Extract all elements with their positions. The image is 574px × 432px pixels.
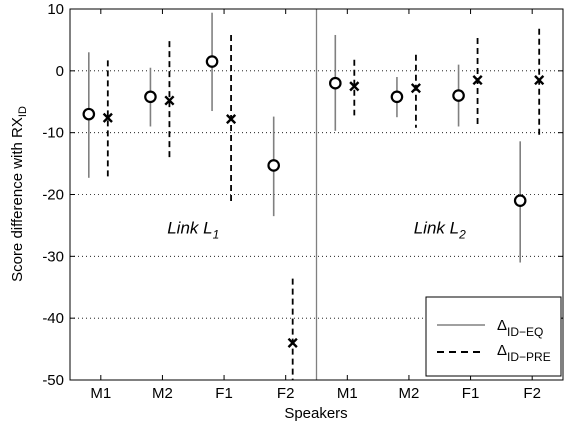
legend-pre-sub: ID−PRE (507, 350, 551, 364)
panel-label-2-sub: 2 (458, 227, 466, 241)
marker-x-pre (102, 112, 113, 123)
marker-x-pre (534, 75, 545, 86)
marker-x-pre (472, 75, 483, 86)
marker-circle-eq (329, 76, 342, 90)
marker-circle-eq (452, 89, 465, 102)
panel-label-1-main: Link L (167, 218, 212, 237)
x-axis-label: Speakers (284, 405, 347, 422)
marker-circle-eq (267, 159, 280, 172)
panel-labels: Link L1 Link L2 (167, 218, 466, 241)
x-tick-label: M1 (90, 385, 111, 402)
plot-frame (69, 8, 564, 381)
marker-circle-eq (82, 107, 96, 121)
legend: ΔID−EQ ΔID−PRE (425, 296, 562, 377)
x-tick-label: M1 (337, 385, 358, 402)
x-tick-label: M2 (399, 385, 420, 402)
marker-x-pre (349, 81, 360, 92)
panel-label-2-main: Link L (414, 218, 459, 237)
y-tick-label: 0 (56, 63, 64, 80)
y-axis-ticks: 10 0 -10 -20 -30 -40 -50 (42, 1, 563, 389)
y-tick-label: -10 (42, 125, 64, 142)
legend-eq-main: Δ (497, 317, 507, 334)
legend-eq-sub: ID−EQ (507, 325, 543, 339)
marker-x-pre (226, 114, 237, 125)
series-marks (82, 12, 545, 380)
marker-x-pre (164, 95, 175, 106)
marker-circle-eq (205, 55, 219, 68)
y-tick-label: 10 (47, 1, 64, 18)
legend-entry-eq: ΔID−EQ (497, 317, 543, 339)
legend-entry-pre: ΔID−PRE (497, 342, 551, 364)
marker-x-pre (287, 337, 298, 348)
legend-pre-main: Δ (497, 342, 507, 359)
y-axis-label-main: Score difference with RX (9, 117, 26, 282)
y-tick-label: -30 (42, 248, 64, 265)
y-axis-label: Score difference with RXID (9, 106, 29, 282)
x-tick-label: F1 (215, 385, 233, 402)
marker-x-pre (410, 83, 421, 94)
x-tick-label: F2 (523, 385, 541, 402)
x-tick-label: F2 (277, 385, 295, 402)
panel-label-link-1: Link L1 (167, 218, 219, 241)
y-tick-label: -40 (42, 310, 64, 327)
legend-box (425, 296, 562, 377)
x-axis-ticks: M1 M2 F1 F2 M1 M2 F1 F2 (90, 9, 541, 402)
marker-circle-eq (513, 194, 527, 207)
x-tick-label: F1 (462, 385, 480, 402)
y-tick-label: -50 (42, 372, 64, 389)
marker-circle-eq (144, 90, 157, 104)
panel-label-link-2: Link L2 (414, 218, 466, 241)
x-tick-label: M2 (152, 385, 173, 402)
y-tick-label: -20 (42, 187, 64, 204)
y-axis-label-sub: ID (17, 106, 29, 117)
panel-label-1-sub: 1 (213, 227, 220, 241)
marker-circle-eq (390, 90, 404, 104)
